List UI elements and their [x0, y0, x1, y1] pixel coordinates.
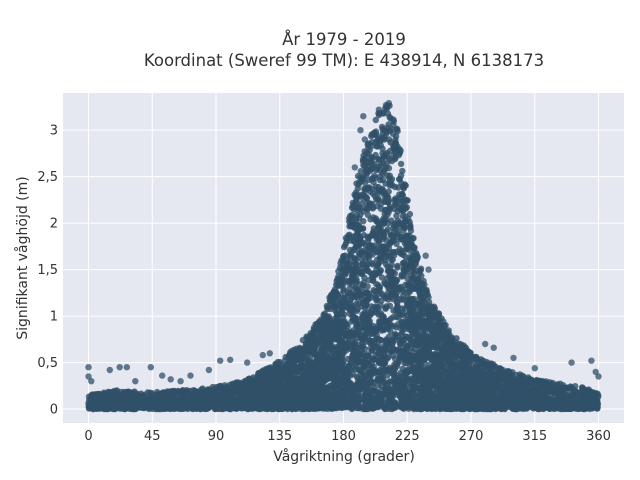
- data-point: [341, 318, 348, 325]
- data-points: [85, 100, 602, 413]
- data-point: [373, 187, 381, 194]
- data-point: [384, 381, 391, 388]
- data-point: [401, 264, 408, 271]
- data-point: [349, 271, 356, 279]
- data-point: [355, 250, 363, 257]
- data-point: [364, 260, 371, 267]
- data-point: [343, 236, 351, 244]
- data-point: [390, 313, 397, 321]
- data-point: [366, 276, 373, 284]
- data-point: [379, 235, 386, 243]
- data-point: [380, 326, 388, 334]
- data-point: [369, 261, 376, 268]
- data-point: [366, 337, 374, 344]
- data-point: [398, 330, 405, 338]
- data-point: [362, 185, 369, 192]
- data-point: [370, 287, 377, 294]
- data-point: [377, 336, 384, 344]
- chart-title-line2: Koordinat (Sweref 99 TM): E 438914, N 61…: [144, 51, 544, 70]
- data-point: [391, 201, 399, 209]
- data-point: [359, 261, 366, 268]
- data-point: [490, 379, 497, 386]
- data-point: [591, 397, 599, 404]
- data-point: [372, 116, 379, 124]
- data-point: [392, 334, 399, 341]
- data-point: [392, 141, 400, 148]
- data-point: [366, 200, 373, 207]
- data-point: [369, 205, 377, 212]
- data-point: [352, 189, 360, 196]
- data-point: [363, 267, 370, 274]
- data-point: [387, 139, 394, 146]
- data-point: [389, 347, 396, 355]
- data-point: [492, 363, 499, 370]
- data-point: [385, 121, 392, 128]
- data-point: [373, 297, 380, 304]
- data-point: [384, 110, 392, 117]
- data-point: [378, 297, 385, 304]
- data-point: [282, 353, 289, 361]
- data-point: [369, 347, 376, 354]
- data-point: [373, 138, 380, 145]
- data-point: [369, 387, 376, 394]
- data-point: [349, 309, 356, 317]
- data-point: [388, 217, 395, 224]
- data-point: [367, 188, 374, 195]
- data-point: [348, 289, 355, 297]
- data-point: [378, 134, 386, 141]
- data-point: [477, 360, 484, 368]
- data-point: [358, 256, 366, 263]
- data-point: [351, 255, 359, 262]
- data-point: [403, 269, 411, 276]
- data-point: [397, 160, 405, 168]
- data-point: [394, 303, 401, 310]
- data-point: [396, 249, 404, 256]
- data-point: [364, 169, 371, 177]
- data-point: [355, 358, 362, 365]
- data-point: [342, 242, 349, 249]
- data-point: [282, 383, 290, 390]
- data-point: [398, 271, 405, 279]
- data-point: [364, 211, 372, 219]
- chart-title-line1: År 1979 - 2019: [282, 30, 406, 49]
